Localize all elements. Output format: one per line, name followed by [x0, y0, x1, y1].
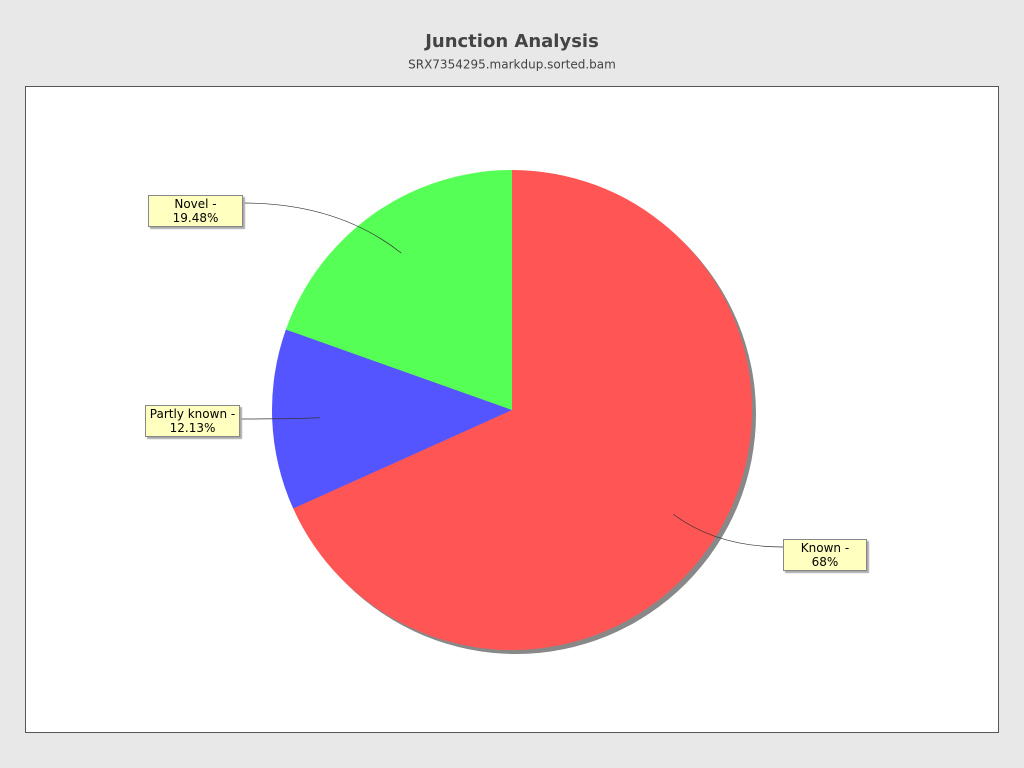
slice-label: Novel - 19.48% — [148, 195, 243, 227]
pie-slice — [272, 329, 512, 509]
chart-subtitle: SRX7354295.markdup.sorted.bam — [408, 58, 616, 72]
leader-line — [673, 513, 784, 548]
pie-slice — [293, 170, 753, 650]
leader-line — [239, 417, 321, 420]
chart-title: Junction Analysis — [423, 31, 599, 52]
leader-line — [242, 202, 402, 254]
slice-label: Known - 68% — [783, 539, 867, 571]
slice-label: Partly known - 12.13% — [145, 405, 240, 437]
pie-slice — [285, 169, 512, 410]
